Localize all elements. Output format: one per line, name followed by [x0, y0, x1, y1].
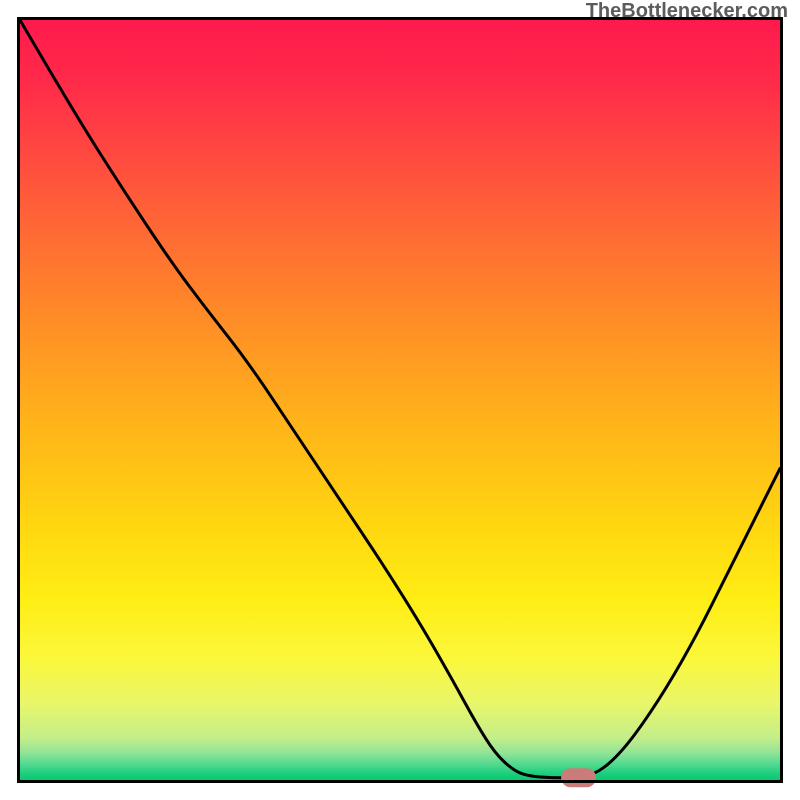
gradient-background [20, 20, 780, 780]
optimum-marker [562, 769, 596, 787]
chart-svg [0, 0, 800, 800]
chart-frame: TheBottlenecker.com [0, 0, 800, 800]
watermark-text: TheBottlenecker.com [586, 0, 788, 23]
